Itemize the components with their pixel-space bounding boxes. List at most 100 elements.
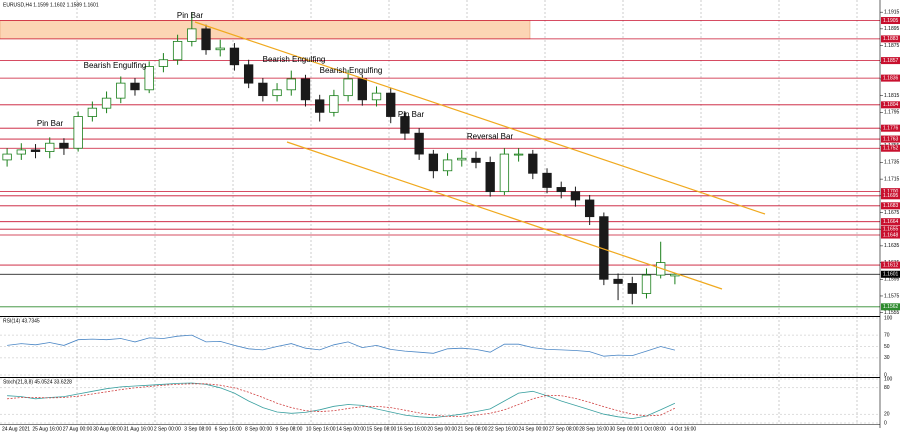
y-tick-label: 1.1795	[884, 110, 900, 116]
candle-body	[187, 28, 197, 42]
candle-body	[386, 92, 396, 117]
y-tick-label: 1.1895	[884, 26, 900, 32]
x-tick-label: 24 Aug 2021	[2, 426, 30, 432]
x-tick-label: 14 Sep 00:00	[336, 426, 366, 432]
pattern-annotation: Bearish Engulfing	[320, 66, 383, 75]
indicator-line	[7, 382, 676, 420]
indicator-tick-label: 30	[884, 355, 890, 361]
candle-body	[641, 274, 652, 294]
symbol-info: EURUSD,H4 1.1599 1.1602 1.1589 1.1601	[3, 2, 99, 8]
level-tag	[881, 225, 900, 233]
x-tick-label: 1 Oct 08:00	[640, 426, 666, 432]
x-tick-label: 22 Sep 16:00	[488, 426, 518, 432]
candle-body	[542, 172, 552, 188]
y-tick-label: 1.1675	[884, 210, 900, 216]
pattern-annotation: Pin Bar	[37, 119, 64, 128]
candle-body	[485, 162, 495, 193]
y-tick-label: 1.1555	[884, 310, 900, 316]
level-tag	[881, 303, 900, 311]
candle-body	[343, 78, 353, 97]
level-label: 1.1763	[883, 136, 899, 142]
y-tick-label: 1.1715	[884, 176, 900, 182]
level-tag	[881, 144, 900, 152]
supply-zone	[0, 20, 531, 40]
candle-body	[201, 28, 211, 51]
level-tag	[881, 270, 900, 278]
candle-body	[116, 82, 126, 99]
candle-body	[87, 107, 98, 117]
channel-upper	[194, 21, 766, 215]
level-label: 1.1683	[883, 203, 899, 209]
candle-body	[556, 187, 566, 193]
candle-body	[258, 82, 268, 97]
x-tick-label: 30 Sep 00:00	[610, 426, 640, 432]
level-label: 1.1883	[883, 36, 899, 42]
y-tick-label: 1.1635	[884, 243, 900, 249]
candle-body	[229, 47, 240, 66]
candle-body	[300, 78, 311, 101]
level-tag	[881, 192, 900, 200]
level-tag	[881, 218, 900, 226]
x-tick-label: 30 Aug 08:00	[93, 426, 123, 432]
level-tag	[881, 101, 900, 109]
candle-body	[457, 157, 467, 161]
pattern-annotation: Bearish Engulfing	[263, 55, 326, 64]
indicator-tick-label: 100	[884, 315, 893, 321]
y-tick-label: 1.1595	[884, 277, 900, 283]
pattern-annotation: Pin Bar	[177, 11, 204, 20]
x-tick-label: 25 Aug 16:00	[32, 426, 62, 432]
y-tick-label: 1.1875	[884, 43, 900, 49]
level-tag	[881, 231, 900, 239]
x-tick-label: 10 Sep 16:00	[306, 426, 336, 432]
x-tick-label: 31 Aug 16:00	[124, 426, 154, 432]
level-label: 1.1836	[883, 75, 899, 81]
candle-body	[172, 40, 183, 61]
level-tag	[881, 188, 900, 196]
x-tick-label: 27 Sep 08:00	[549, 426, 579, 432]
candle-body	[414, 132, 424, 155]
candle-body	[499, 153, 510, 193]
x-tick-label: 2 Sep 00:00	[154, 426, 181, 432]
candle-body	[315, 99, 325, 113]
level-tag	[881, 57, 900, 65]
candle-body	[371, 92, 382, 101]
candle-body	[158, 59, 169, 67]
x-tick-label: 4 Oct 16:00	[670, 426, 696, 432]
level-label: 1.1664	[883, 219, 899, 225]
level-label: 1.1695	[883, 193, 899, 199]
level-tag	[881, 74, 900, 82]
candle-body	[16, 149, 26, 155]
level-tag	[881, 124, 900, 132]
candle-body	[286, 78, 296, 91]
level-label: 1.1804	[883, 102, 899, 108]
pattern-annotation: Reversal Bar	[467, 132, 514, 141]
candle-body	[101, 97, 112, 109]
indicator-tick-label: 100	[884, 376, 893, 382]
level-label: 1.1648	[883, 232, 899, 238]
level-label: 1.1601	[883, 272, 899, 278]
indicator-tick-label: 20	[884, 412, 890, 418]
level-tag	[881, 35, 900, 43]
x-tick-label: 9 Sep 08:00	[275, 426, 302, 432]
x-tick-label: 16 Sep 16:00	[397, 426, 427, 432]
candle-body	[613, 278, 623, 284]
candle-body	[528, 153, 538, 174]
y-tick-label: 1.1575	[884, 293, 900, 299]
level-label: 1.1562	[883, 304, 899, 310]
candle-body	[45, 142, 55, 152]
candle-body	[243, 64, 254, 84]
indicator-label: Stoch(21,8,8) 45.0524 33.6228	[3, 379, 72, 385]
level-tag	[881, 17, 900, 25]
candle-body	[130, 82, 140, 91]
candle-body	[400, 116, 410, 134]
level-tag	[881, 135, 900, 143]
candle-body	[59, 142, 69, 149]
candle-body	[428, 153, 439, 172]
candle-body	[329, 95, 339, 113]
indicator-label: RSI(14) 43.7345	[3, 318, 40, 324]
pattern-annotation: Bearish Engulfing	[84, 61, 147, 70]
indicator-line	[7, 334, 675, 357]
indicator-tick-label: 0	[884, 372, 887, 378]
pattern-annotation: Pin Bar	[398, 110, 425, 119]
